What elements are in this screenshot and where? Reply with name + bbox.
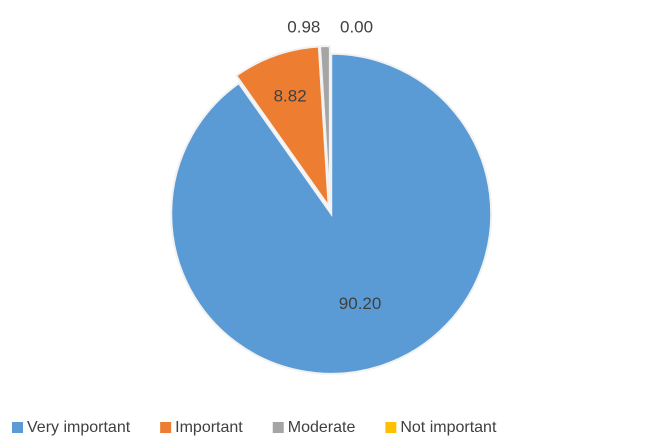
legend-swatch	[385, 422, 397, 433]
pie-slice	[234, 45, 330, 210]
legend-label: Important	[175, 419, 243, 436]
legend-label: Not important	[400, 419, 497, 436]
data-label: 90.20	[339, 294, 382, 313]
legend-swatch	[12, 422, 23, 433]
data-label: 8.82	[274, 86, 307, 105]
pie-slice	[170, 52, 493, 375]
legend-swatch	[272, 422, 284, 433]
legend-swatch	[160, 422, 172, 433]
data-label: 0.00	[340, 17, 373, 36]
data-label: 0.98	[287, 18, 320, 37]
legend-label: Very important	[27, 419, 131, 436]
legend-label: Moderate	[288, 419, 356, 436]
